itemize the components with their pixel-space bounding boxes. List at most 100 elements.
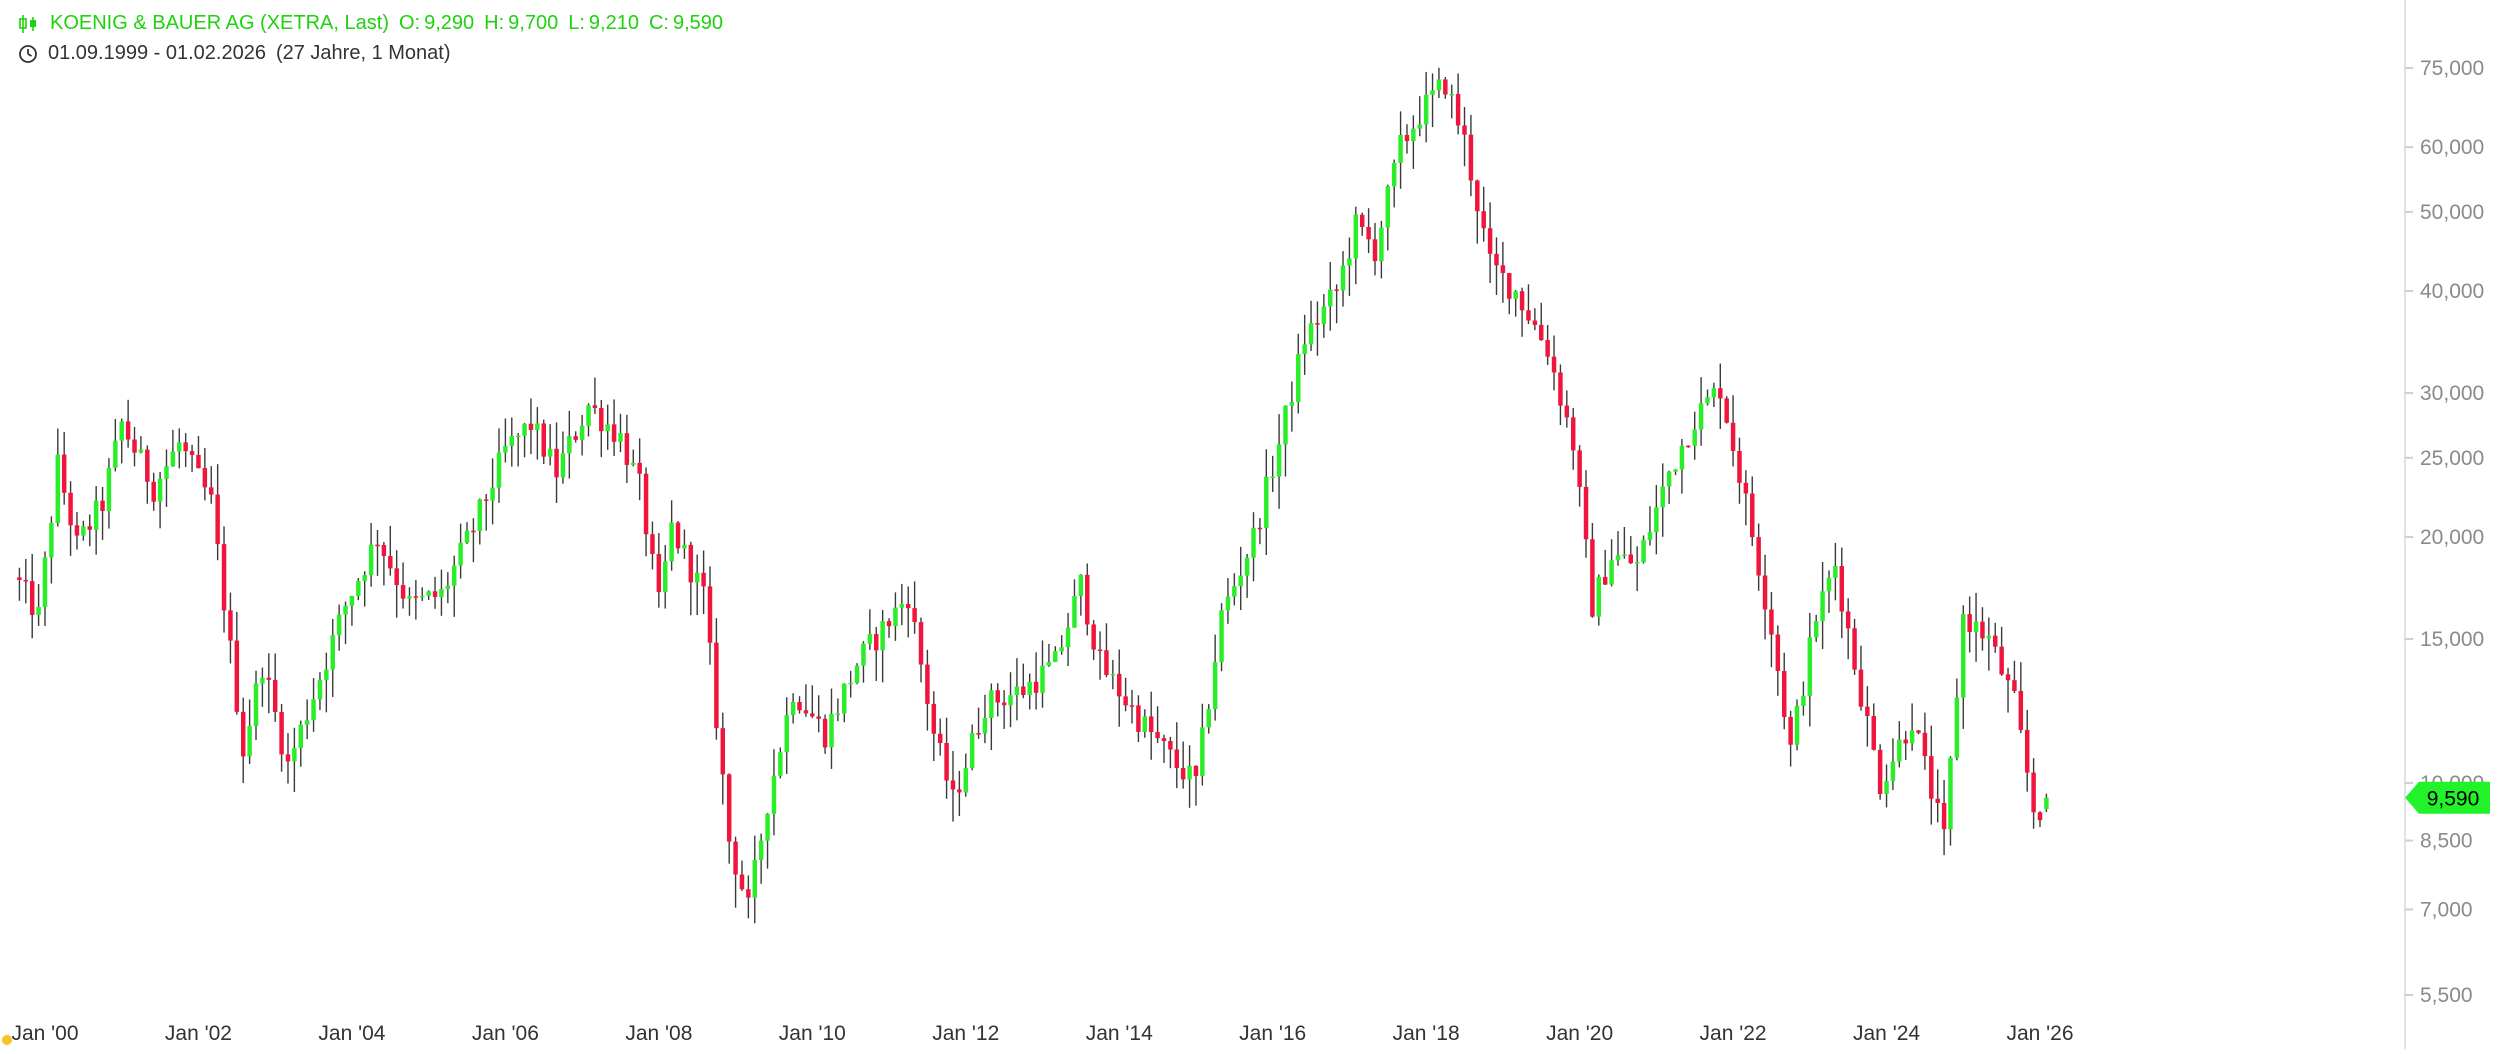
time-tick-label: Jan '24 xyxy=(1853,1022,1920,1045)
candle-down xyxy=(822,718,828,748)
candle-up xyxy=(260,677,265,684)
candle-up xyxy=(663,561,668,593)
candle-down xyxy=(1903,739,1908,744)
candle-down xyxy=(1021,686,1026,696)
candle-down xyxy=(1500,265,1506,274)
candle-down xyxy=(746,889,751,898)
candle-down xyxy=(23,579,29,582)
candle-up xyxy=(752,859,757,898)
candle-down xyxy=(87,526,92,530)
candle-down xyxy=(599,407,604,432)
time-tick-label: Jan '02 xyxy=(165,1022,232,1045)
time-tick-label: Jan '10 xyxy=(779,1022,846,1045)
candle-up xyxy=(1417,124,1422,129)
candle-up xyxy=(861,643,866,666)
candle-down xyxy=(1558,372,1563,406)
date-range: 01.09.1999 - 01.02.2026 xyxy=(48,42,266,64)
candle-up xyxy=(1794,705,1800,745)
candle-up xyxy=(362,575,367,582)
candlestick-icon[interactable] xyxy=(18,14,40,34)
price-tick-label: 75,000 xyxy=(2420,57,2484,80)
candle-down xyxy=(1148,716,1154,733)
candle-up xyxy=(982,717,988,734)
candle-down xyxy=(701,572,706,587)
candle-down xyxy=(483,499,489,501)
candle-down xyxy=(886,621,892,627)
candle-down xyxy=(733,841,738,875)
candle-down xyxy=(1366,226,1371,240)
candle-up xyxy=(1340,265,1346,291)
candle-down xyxy=(1257,527,1263,530)
candle-up xyxy=(1615,555,1621,561)
candle-down xyxy=(2024,729,2030,773)
time-axis: Jan '00 Jan '02 Jan '04 Jan '06 Jan '08 Jan '… xyxy=(11,1022,2073,1045)
candle-down xyxy=(432,591,438,597)
candle-up xyxy=(1609,560,1614,585)
candle-up xyxy=(490,487,495,501)
candle-down xyxy=(1929,756,1934,799)
candle-down xyxy=(1935,798,1940,803)
price-tick-label: 15,000 xyxy=(2420,628,2484,651)
candle-up xyxy=(1059,647,1064,652)
candle-down xyxy=(202,468,208,488)
candle-up xyxy=(1238,575,1243,587)
candle-up xyxy=(1065,627,1071,648)
candle-down xyxy=(1845,611,1851,629)
candle-up xyxy=(1328,289,1333,307)
candle-down xyxy=(2012,680,2017,691)
candle-up xyxy=(138,449,144,453)
candle-up xyxy=(1692,429,1697,446)
candle-down xyxy=(995,690,1000,703)
time-tick-label: Jan '08 xyxy=(625,1022,692,1045)
candle-down xyxy=(1372,239,1378,262)
candle-up xyxy=(1801,695,1806,706)
candle-down xyxy=(1583,486,1589,540)
candle-up xyxy=(1813,621,1819,638)
candle-down xyxy=(925,664,930,704)
candle-up xyxy=(439,589,444,597)
candle-down xyxy=(1129,705,1135,707)
candle-up xyxy=(899,603,905,608)
candle-down xyxy=(1174,749,1180,768)
candle-down xyxy=(1334,289,1339,292)
candle-up xyxy=(1046,661,1052,666)
candle-down xyxy=(228,610,233,641)
candle-down xyxy=(388,555,393,569)
candle-up xyxy=(1954,697,1960,758)
candle-down xyxy=(1941,802,1947,830)
candle-down xyxy=(209,487,214,495)
candle-up xyxy=(49,522,54,558)
candle-down xyxy=(912,608,917,623)
candle-up xyxy=(547,448,553,457)
candle-up xyxy=(618,433,623,442)
time-tick-label: Jan '16 xyxy=(1239,1022,1306,1045)
candle-up xyxy=(1251,527,1256,558)
candle-up xyxy=(1027,681,1032,696)
candle-down xyxy=(874,634,879,651)
candle-up xyxy=(324,669,329,680)
candle-down xyxy=(61,454,67,493)
clock-icon[interactable] xyxy=(18,44,38,64)
candle-down xyxy=(1730,422,1736,451)
candle-down xyxy=(1168,741,1173,750)
candle-down xyxy=(1526,310,1531,321)
candle-down xyxy=(2031,772,2036,813)
candle-up xyxy=(778,752,783,776)
candle-up xyxy=(1622,554,1627,557)
candle-down xyxy=(656,553,662,593)
candle-up xyxy=(567,436,572,454)
candle-up xyxy=(515,435,521,438)
candle-up xyxy=(682,544,687,549)
date-range-header: 01.09.1999 - 01.02.2026 (27 Jahre, 1 Mon… xyxy=(18,42,451,65)
candle-up xyxy=(1807,637,1813,696)
candle-down xyxy=(1967,614,1972,633)
candle-up xyxy=(835,713,841,716)
candle-up xyxy=(1289,401,1295,406)
candle-down xyxy=(272,679,278,712)
candle-up xyxy=(1961,614,1966,698)
candle-up xyxy=(1264,476,1269,528)
candle-down xyxy=(1315,323,1320,325)
candle-up xyxy=(464,530,470,543)
